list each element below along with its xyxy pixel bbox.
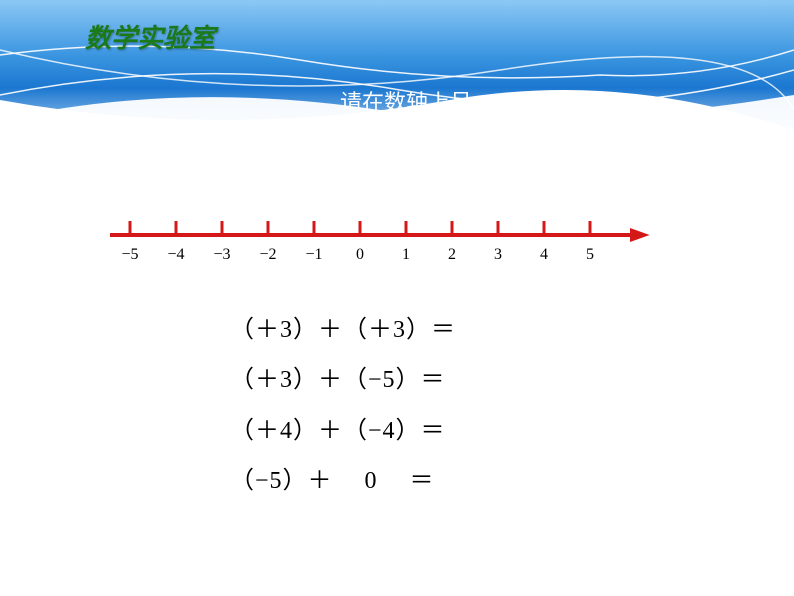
number-line-svg: −5 −4 −3 −2 −1 0 1 2 3 4 5	[100, 210, 700, 270]
svg-text:3: 3	[494, 246, 502, 263]
svg-text:−2: −2	[259, 246, 276, 263]
equation-4: （−5）＋ 0 ＝	[230, 456, 456, 506]
svg-text:−1: −1	[305, 246, 322, 263]
equation-1: （＋3）＋（＋3）＝	[230, 305, 456, 355]
svg-text:5: 5	[586, 246, 594, 263]
svg-text:4: 4	[540, 246, 548, 263]
equation-2: （＋3）＋（−5）＝	[230, 355, 456, 405]
svg-text:0: 0	[356, 246, 364, 263]
svg-text:2: 2	[448, 246, 456, 263]
header-banner: 数学实验室 请在数轴上呈	[0, 0, 794, 160]
svg-text:1: 1	[402, 246, 410, 263]
number-line: −5 −4 −3 −2 −1 0 1 2 3 4 5	[100, 210, 700, 270]
main-title: 数学实验室	[85, 18, 215, 55]
subtitle-text: 请在数轴上呈	[340, 85, 472, 117]
equation-3: （＋4）＋（−4）＝	[230, 406, 456, 456]
equations-block: （＋3）＋（＋3）＝ （＋3）＋（−5）＝ （＋4）＋（−4）＝ （−5）＋ 0…	[230, 305, 456, 507]
svg-text:−3: −3	[213, 246, 230, 263]
svg-text:−4: −4	[167, 246, 184, 263]
svg-text:−5: −5	[121, 246, 138, 263]
